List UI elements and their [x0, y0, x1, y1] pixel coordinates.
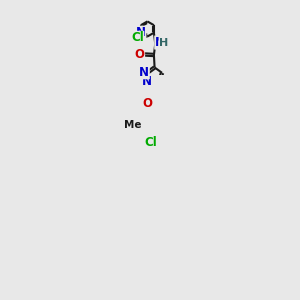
Text: Cl: Cl	[144, 136, 157, 148]
Text: N: N	[139, 66, 149, 79]
Text: Me: Me	[124, 120, 141, 130]
Text: N: N	[136, 26, 146, 39]
Text: N: N	[142, 75, 152, 88]
Text: O: O	[142, 97, 153, 110]
Text: Cl: Cl	[131, 31, 144, 44]
Text: O: O	[134, 48, 145, 61]
Text: N: N	[155, 36, 165, 49]
Text: H: H	[159, 38, 168, 48]
